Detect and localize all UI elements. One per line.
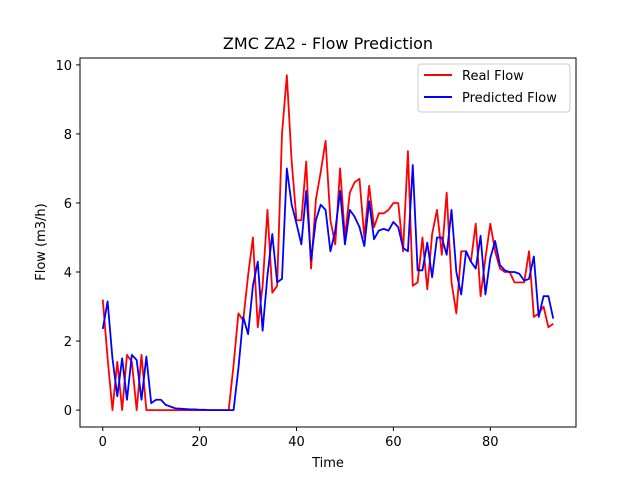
x-axis-label: Time — [311, 456, 344, 471]
x-tick-label: 80 — [482, 435, 499, 450]
y-tick-label: 2 — [64, 335, 72, 350]
y-axis-label: Flow (m3/h) — [34, 203, 49, 281]
axis-ticks: 0 20 40 60 80 0 2 4 6 8 10 — [55, 59, 498, 450]
y-tick-label: 4 — [64, 266, 72, 281]
y-tick-label: 0 — [64, 404, 72, 419]
series-line-real-flow — [101, 74, 554, 411]
legend: Real Flow Predicted Flow — [417, 63, 571, 113]
x-tick-label: 60 — [385, 435, 402, 450]
series-line-predicted-flow — [101, 164, 555, 411]
series-layer — [101, 74, 555, 411]
axes-frame — [79, 57, 577, 428]
x-tick-label: 40 — [288, 435, 305, 450]
legend-label-predicted-flow: Predicted Flow — [462, 91, 557, 106]
x-tick-label: 20 — [191, 435, 208, 450]
y-tick-label: 10 — [55, 59, 72, 74]
y-tick-label: 6 — [64, 197, 72, 212]
y-tick-label: 8 — [64, 128, 72, 143]
legend-box — [417, 63, 571, 113]
x-tick-label: 0 — [99, 435, 107, 450]
legend-label-real-flow: Real Flow — [462, 69, 524, 84]
chart-title: ZMC ZA2 - Flow Prediction — [223, 34, 433, 53]
